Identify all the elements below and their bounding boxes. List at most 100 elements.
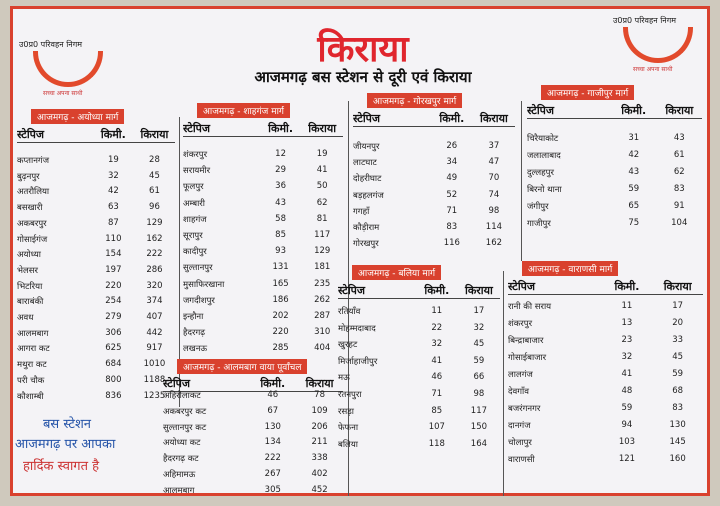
fare: 206 bbox=[311, 421, 328, 432]
divider bbox=[179, 117, 180, 407]
column-label: किराया bbox=[663, 280, 692, 293]
column-header: स्टेपिज किमी. किराया bbox=[163, 376, 343, 392]
column-label: स्टेपिज bbox=[508, 280, 536, 293]
fare: 222 bbox=[146, 249, 163, 260]
distance-km: 32 bbox=[431, 339, 443, 350]
fare-row: खुरहट 32 45 bbox=[338, 339, 500, 350]
fare-row: चोलापुर 103 145 bbox=[508, 437, 703, 448]
stop-name: गोसाईबाजार bbox=[508, 353, 547, 363]
stop-name: अहिमामऊ bbox=[163, 470, 196, 480]
stop-name: अवध bbox=[17, 313, 34, 323]
stop-name: दानगंज bbox=[508, 421, 531, 431]
stop-name: लखनऊ bbox=[183, 344, 208, 355]
fare-row: गोरखपुर 116 162 bbox=[353, 238, 515, 249]
distance-km: 220 bbox=[272, 327, 289, 338]
column-header: स्टेपिज किमी. किराया bbox=[17, 127, 175, 143]
stop-name: वाराणसी bbox=[508, 455, 535, 465]
fare: 98 bbox=[473, 389, 485, 399]
divider bbox=[521, 101, 522, 261]
distance-km: 165 bbox=[272, 278, 289, 289]
fare-row: सूरापुर 85 117 bbox=[183, 230, 343, 241]
stop-name: सूरापुर bbox=[183, 231, 203, 241]
fare-row: शाहगंज 58 81 bbox=[183, 214, 343, 225]
fare: 310 bbox=[314, 327, 331, 338]
fare: 45 bbox=[672, 352, 684, 362]
fare: 150 bbox=[470, 422, 488, 433]
distance-km: 87 bbox=[107, 217, 119, 228]
distance-km: 93 bbox=[275, 246, 286, 257]
distance-km: 49 bbox=[446, 173, 458, 184]
distance-km: 13 bbox=[621, 318, 633, 328]
fare: 41 bbox=[316, 165, 328, 176]
distance-km: 83 bbox=[446, 222, 458, 232]
fare: 235 bbox=[314, 278, 331, 289]
fare-row: बड़हलगंज 52 74 bbox=[353, 190, 515, 201]
fare-row: देवगाँव 48 68 bbox=[508, 386, 703, 397]
fare: 70 bbox=[488, 173, 500, 184]
fare-row: सुल्तानपुर कट 130 206 bbox=[163, 422, 343, 433]
welcome-line: हार्दिक स्वागत है bbox=[23, 459, 100, 474]
stop-name: बिन्द्राबाजार bbox=[508, 336, 544, 346]
distance-km: 41 bbox=[621, 369, 633, 379]
distance-km: 186 bbox=[272, 294, 289, 305]
stop-name: शंकरपुर bbox=[508, 319, 533, 329]
distance-km: 48 bbox=[621, 386, 633, 396]
column-label: किराया bbox=[308, 122, 337, 135]
column-label: किमी. bbox=[614, 280, 640, 293]
fare: 320 bbox=[146, 280, 163, 291]
tagline: सच्चा अपना साथी bbox=[43, 90, 83, 97]
fare: 45 bbox=[473, 339, 485, 350]
fare-row: सरायमीर 29 41 bbox=[183, 165, 343, 176]
fare-row: गाजीपुर 75 104 bbox=[527, 218, 702, 229]
stop-name: बजरंगनगर bbox=[508, 404, 541, 414]
distance-km: 29 bbox=[275, 165, 286, 176]
distance-km: 267 bbox=[264, 469, 281, 479]
fare-row: अहिरौलाकट 46 78 bbox=[163, 390, 343, 401]
fare: 78 bbox=[314, 390, 325, 400]
column-label: किराया bbox=[665, 104, 694, 117]
fare: 917 bbox=[146, 343, 163, 354]
fare-row: बिरनो थाना 59 83 bbox=[527, 184, 702, 195]
stop-name: चिरैयाकोट bbox=[527, 134, 559, 144]
stop-name: रानी की सराय bbox=[508, 302, 552, 312]
column-label: स्टेपिज bbox=[527, 104, 555, 117]
distance-km: 52 bbox=[446, 189, 458, 200]
distance-km: 67 bbox=[267, 405, 279, 416]
distance-km: 32 bbox=[107, 170, 119, 181]
fare-row: जगदीशपुर 186 262 bbox=[183, 295, 343, 306]
fare-row: रसड़ा 85 117 bbox=[338, 406, 500, 417]
route-title: आजमगढ़ - अयोध्या मार्ग bbox=[31, 109, 125, 124]
fare: 129 bbox=[146, 217, 163, 228]
fare: 62 bbox=[673, 167, 685, 177]
distance-km: 285 bbox=[272, 343, 289, 354]
stop-name: आलमबाग bbox=[17, 328, 49, 339]
distance-km: 75 bbox=[628, 218, 640, 228]
distance-km: 625 bbox=[105, 343, 122, 354]
stop-name: जंगीपुर bbox=[527, 202, 549, 212]
fare: 59 bbox=[672, 369, 684, 379]
fare: 442 bbox=[146, 327, 163, 338]
column-label: किराया bbox=[305, 377, 334, 390]
fare-row: अतरौलिया 42 61 bbox=[17, 186, 175, 197]
distance-km: 116 bbox=[443, 238, 460, 249]
column-header: स्टेपिज किमी. किराया bbox=[527, 103, 702, 119]
distance-km: 65 bbox=[628, 201, 640, 211]
distance-km: 59 bbox=[628, 184, 640, 194]
distance-km: 306 bbox=[105, 327, 122, 338]
divider bbox=[503, 271, 504, 496]
fare: 47 bbox=[488, 157, 500, 168]
stop-name: अकबरपुर कट bbox=[163, 406, 207, 417]
distance-km: 46 bbox=[267, 390, 279, 400]
column-label: किमी. bbox=[100, 128, 126, 141]
welcome-line: बस स्टेशन bbox=[43, 417, 92, 432]
column-label: किराया bbox=[464, 284, 493, 297]
distance-km: 118 bbox=[428, 438, 445, 449]
distance-km: 254 bbox=[105, 296, 122, 307]
fare: 404 bbox=[314, 343, 331, 354]
distance-km: 22 bbox=[431, 322, 443, 333]
fare: 181 bbox=[314, 262, 331, 273]
distance-km: 42 bbox=[107, 186, 119, 197]
fare: 32 bbox=[473, 322, 485, 333]
fare: 83 bbox=[672, 403, 684, 413]
stop-name: अतरौलिया bbox=[17, 187, 50, 198]
